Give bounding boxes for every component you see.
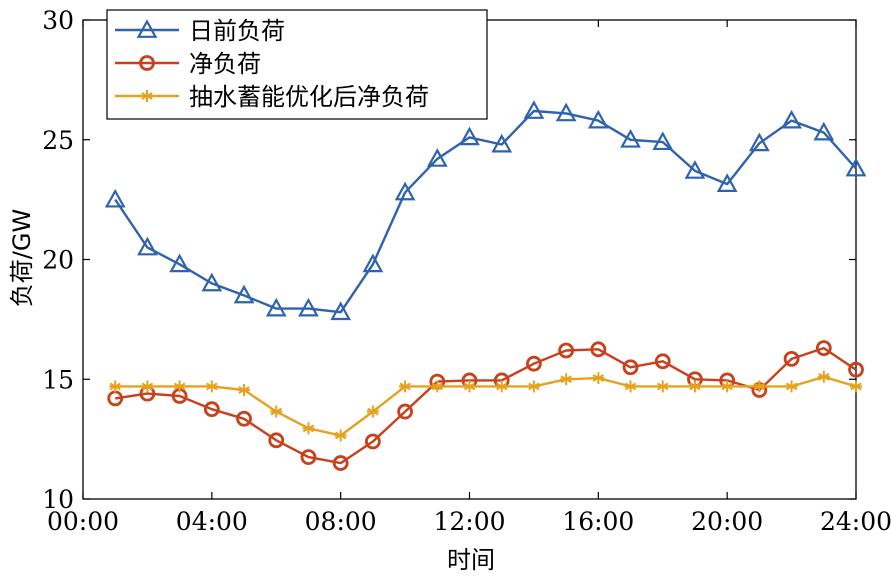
series-3 bbox=[109, 370, 862, 442]
data-point bbox=[233, 284, 255, 304]
data-point bbox=[141, 380, 154, 393]
data-point bbox=[298, 297, 319, 317]
data-point bbox=[236, 410, 252, 427]
y-tick-label: 15 bbox=[42, 365, 74, 394]
x-tick-label: 12:00 bbox=[433, 507, 505, 536]
x-tick-label: 20:00 bbox=[691, 507, 763, 536]
data-point bbox=[109, 380, 122, 393]
data-point bbox=[394, 181, 416, 201]
data-point bbox=[721, 380, 734, 393]
data-point bbox=[495, 380, 508, 393]
data-point bbox=[265, 297, 287, 317]
data-point bbox=[620, 128, 641, 148]
data-point bbox=[268, 432, 285, 449]
data-point bbox=[270, 405, 283, 418]
legend-marker bbox=[139, 55, 155, 71]
data-point bbox=[624, 380, 637, 393]
y-axis-label: 负荷/GW bbox=[8, 209, 36, 307]
data-point bbox=[169, 253, 190, 273]
data-point bbox=[558, 342, 575, 359]
series-2 bbox=[107, 340, 864, 471]
data-point bbox=[523, 100, 545, 119]
data-point bbox=[334, 429, 347, 442]
data-point bbox=[431, 380, 444, 393]
data-point bbox=[203, 401, 220, 418]
series-line bbox=[114, 109, 857, 314]
data-point bbox=[463, 380, 476, 393]
data-point bbox=[362, 253, 384, 273]
data-point bbox=[753, 380, 766, 393]
legend-entry: 抽水蓄能优化后净负荷 bbox=[115, 83, 429, 111]
y-tick-label: 20 bbox=[42, 246, 74, 275]
x-tick-label: 04:00 bbox=[176, 507, 248, 536]
data-point bbox=[238, 384, 251, 397]
y-tick-label: 10 bbox=[42, 485, 74, 514]
data-point bbox=[526, 355, 542, 372]
series-line bbox=[115, 346, 857, 465]
data-point bbox=[560, 373, 573, 386]
y-tick-label: 30 bbox=[42, 6, 74, 35]
data-point bbox=[426, 148, 448, 167]
data-point bbox=[302, 422, 315, 435]
data-point bbox=[656, 380, 669, 393]
data-point bbox=[364, 433, 381, 450]
data-point bbox=[201, 272, 223, 292]
data-point bbox=[527, 380, 540, 393]
data-point bbox=[652, 131, 674, 151]
data-point bbox=[399, 380, 412, 393]
data-point bbox=[491, 133, 513, 153]
x-tick-label: 00:00 bbox=[47, 507, 119, 536]
series-line bbox=[115, 375, 857, 437]
series-layer bbox=[104, 100, 867, 471]
legend-entry: 日前负荷 bbox=[115, 17, 285, 45]
data-point bbox=[459, 126, 480, 146]
data-point bbox=[173, 380, 186, 393]
data-point bbox=[850, 380, 862, 393]
legend-marker bbox=[141, 90, 153, 102]
axes: 00:00 04:00 08:00 12:00 16:00 20:00 24:00 10 15 2… bbox=[42, 6, 891, 536]
x-axis-label: 时间 bbox=[447, 546, 495, 574]
data-point bbox=[785, 380, 798, 393]
data-point bbox=[332, 455, 349, 471]
data-point bbox=[590, 341, 607, 358]
data-point bbox=[684, 160, 706, 179]
data-point bbox=[781, 109, 802, 129]
legend-label: 日前负荷 bbox=[189, 17, 285, 45]
legend-entry: 净负荷 bbox=[115, 50, 261, 78]
data-point bbox=[555, 102, 577, 122]
series-1 bbox=[104, 100, 867, 321]
data-point bbox=[688, 380, 701, 393]
x-tick-label: 16:00 bbox=[562, 507, 634, 536]
y-tick-label: 25 bbox=[42, 126, 74, 155]
data-point bbox=[716, 173, 738, 192]
x-tick-label: 24:00 bbox=[820, 507, 891, 536]
legend-box bbox=[106, 9, 488, 120]
data-point bbox=[815, 340, 832, 357]
legend-marker bbox=[136, 19, 158, 38]
legend-label: 抽水蓄能优化后净负荷 bbox=[189, 83, 429, 111]
legend-label: 净负荷 bbox=[189, 50, 261, 78]
data-point bbox=[137, 236, 158, 256]
data-point bbox=[845, 157, 867, 177]
data-point bbox=[622, 359, 639, 376]
data-point bbox=[366, 405, 379, 418]
data-point bbox=[300, 449, 317, 465]
data-point bbox=[397, 403, 413, 420]
data-point bbox=[330, 301, 352, 321]
data-point bbox=[205, 380, 218, 393]
data-point bbox=[817, 370, 830, 383]
x-tick-label: 08:00 bbox=[305, 507, 377, 536]
data-point bbox=[783, 350, 800, 367]
data-point bbox=[749, 132, 770, 152]
data-point bbox=[104, 188, 126, 208]
data-point bbox=[587, 109, 609, 129]
data-point bbox=[813, 121, 835, 141]
data-point bbox=[848, 361, 864, 378]
data-point bbox=[654, 353, 671, 370]
data-point bbox=[592, 372, 605, 385]
